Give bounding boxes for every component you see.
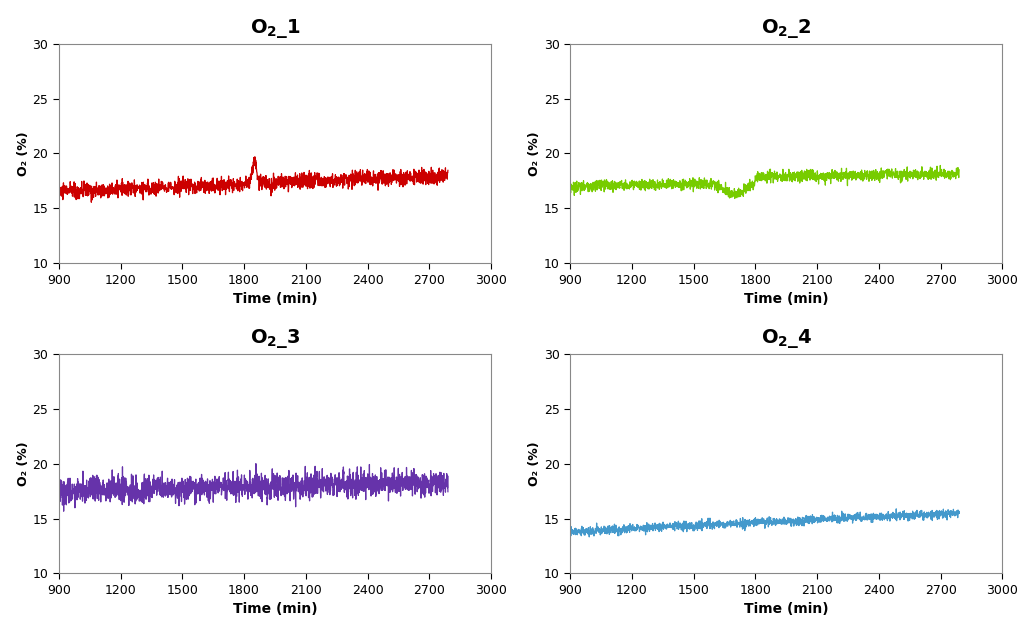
Title: $\mathregular{O_2}$_2: $\mathregular{O_2}$_2 xyxy=(761,16,811,40)
Y-axis label: O₂ (%): O₂ (%) xyxy=(528,131,541,176)
X-axis label: Time (min): Time (min) xyxy=(744,292,828,306)
Title: $\mathregular{O_2}$_3: $\mathregular{O_2}$_3 xyxy=(249,327,300,350)
Y-axis label: O₂ (%): O₂ (%) xyxy=(528,441,541,486)
X-axis label: Time (min): Time (min) xyxy=(233,603,318,617)
Title: $\mathregular{O_2}$_1: $\mathregular{O_2}$_1 xyxy=(249,16,300,40)
X-axis label: Time (min): Time (min) xyxy=(744,603,828,617)
Title: $\mathregular{O_2}$_4: $\mathregular{O_2}$_4 xyxy=(761,327,811,350)
X-axis label: Time (min): Time (min) xyxy=(233,292,318,306)
Y-axis label: O₂ (%): O₂ (%) xyxy=(17,441,30,486)
Y-axis label: O₂ (%): O₂ (%) xyxy=(17,131,30,176)
